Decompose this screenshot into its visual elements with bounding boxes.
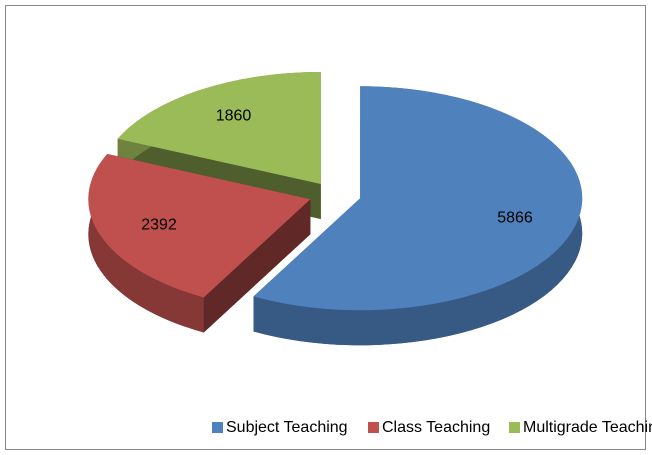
slice-radial-wall bbox=[203, 199, 311, 333]
legend-swatch bbox=[509, 422, 520, 433]
slice-outer-wall bbox=[253, 86, 583, 346]
slice bbox=[253, 86, 583, 346]
slice-top bbox=[117, 72, 321, 185]
slice bbox=[88, 153, 311, 333]
legend-label: Multigrade Teaching bbox=[523, 419, 652, 436]
data-label: 2392 bbox=[141, 216, 177, 233]
slice-top bbox=[253, 86, 583, 311]
data-label: 5866 bbox=[497, 209, 533, 226]
legend-swatch bbox=[368, 422, 379, 433]
legend-swatch bbox=[212, 422, 223, 433]
slice-top bbox=[88, 153, 311, 298]
legend-label: Class Teaching bbox=[382, 419, 490, 436]
data-label: 1860 bbox=[216, 108, 252, 125]
legend-label: Subject Teaching bbox=[226, 419, 348, 436]
slice-outer-wall bbox=[88, 153, 204, 333]
